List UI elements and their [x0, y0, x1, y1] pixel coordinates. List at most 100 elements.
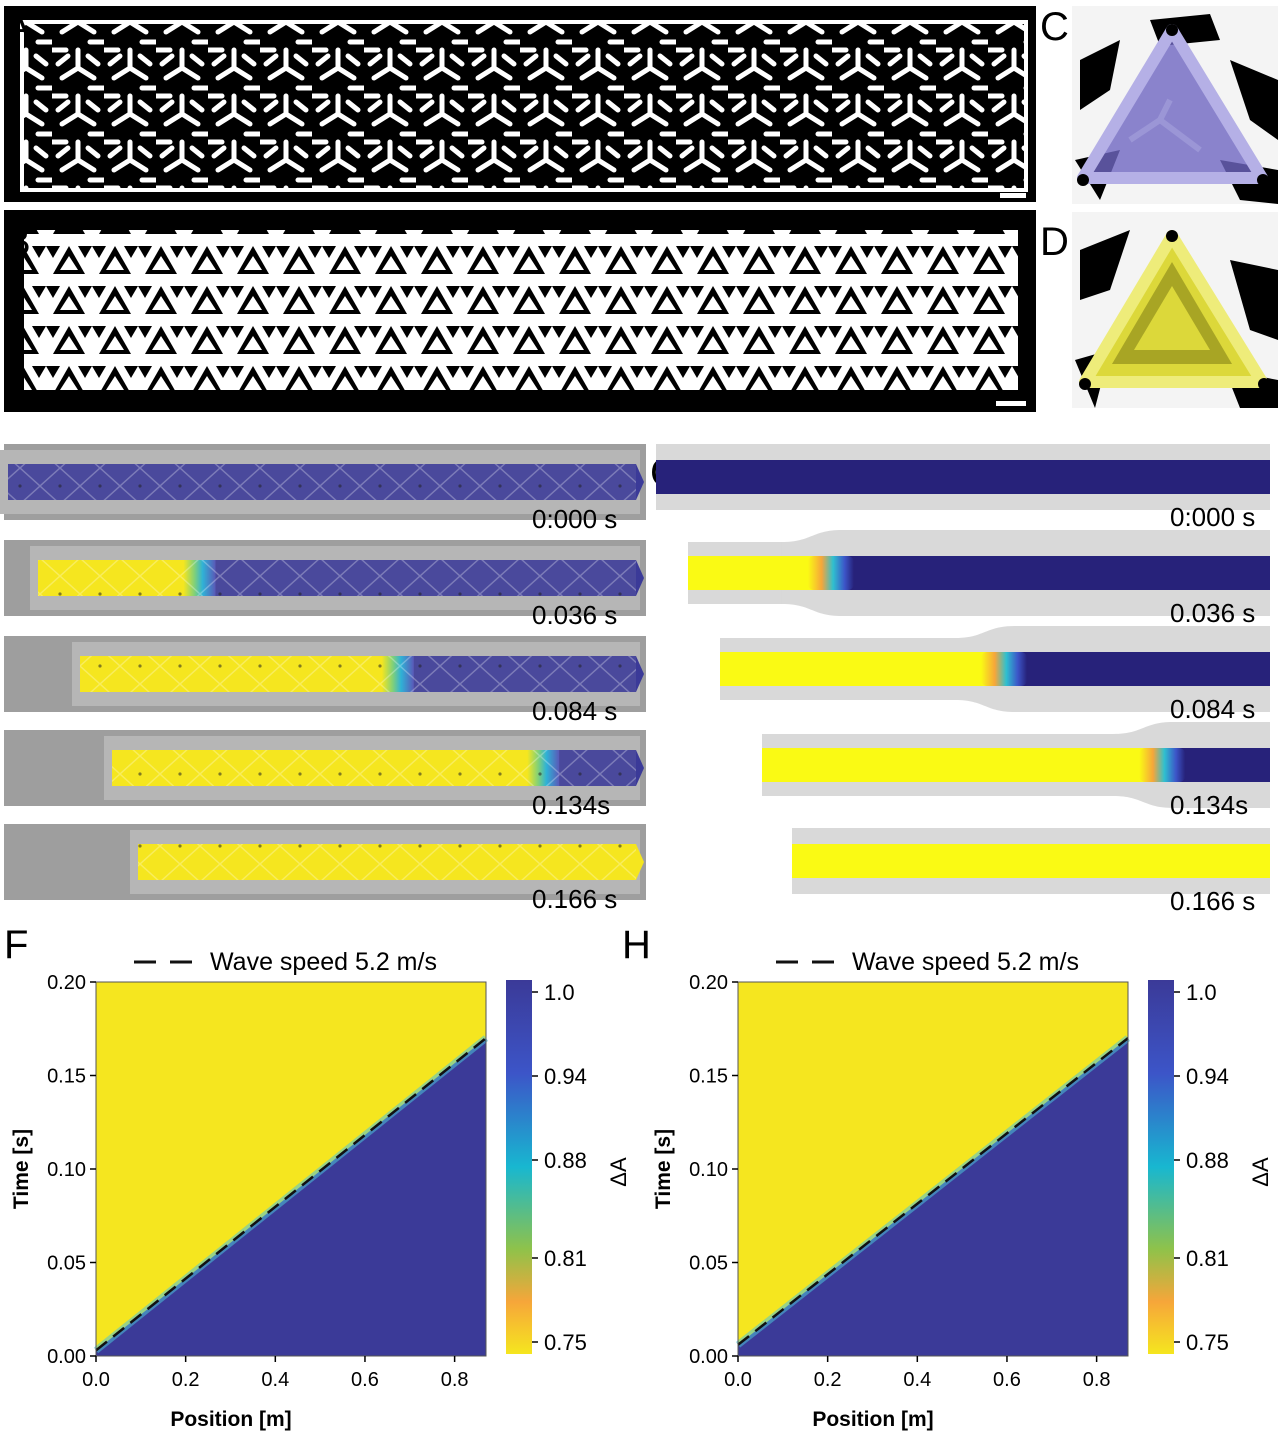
panel-a-label: A — [4, 5, 31, 49]
panel-e-time-label: 0.036 s — [532, 600, 617, 630]
y-axis-label: Time [s] — [10, 1129, 33, 1209]
colorbar-tick-label: 0.88 — [544, 1148, 587, 1173]
panel-e-lattice-overlay — [38, 560, 636, 596]
panel-g-time-label: 0.166 s — [1170, 886, 1255, 916]
panel-e-snapshot-2: 0.084 s — [4, 636, 646, 726]
panel-f-label: F — [4, 923, 28, 967]
panel-e-sample-tip — [636, 560, 644, 596]
panel-g-time-label: 0:000 s — [1170, 502, 1255, 532]
panel-g-switched-region — [792, 844, 1270, 878]
colorbar-tick-label: 0.81 — [544, 1246, 587, 1271]
panel-g-unswitched-region — [656, 460, 1270, 494]
x-tick-label: 0.0 — [724, 1369, 752, 1391]
wave-speed-line — [737, 1037, 1129, 1346]
panel-e-sample-tip — [636, 464, 644, 500]
panel-g-switched-region — [688, 556, 822, 590]
x-axis-label: Position [m] — [170, 1408, 291, 1431]
x-tick-label: 0.6 — [993, 1369, 1021, 1391]
panel-c-vertex-left — [1077, 174, 1089, 186]
panel-g-time-label: 0.134s — [1170, 790, 1248, 820]
panel-g-wave-front — [1139, 748, 1186, 782]
colorbar-tick-label: 1.0 — [544, 980, 575, 1005]
colorbar-tick-label: 0.75 — [1186, 1330, 1229, 1355]
panel-e-time-label: 0.134s — [532, 790, 610, 820]
y-tick-label: 0.00 — [689, 1346, 728, 1368]
y-tick-label: 0.20 — [689, 972, 728, 994]
x-tick-label: 0.0 — [82, 1369, 110, 1391]
panel-g-switched-region — [762, 748, 1154, 782]
x-tick-label: 0.4 — [903, 1369, 931, 1391]
y-tick-label: 0.00 — [47, 1346, 86, 1368]
colorbar-tick-label: 0.88 — [1186, 1148, 1229, 1173]
panel-e-time-label: 0.084 s — [532, 696, 617, 726]
y-tick-label: 0.05 — [47, 1253, 86, 1275]
panel-g-wave-front — [807, 556, 854, 590]
panel-c-vertex-top — [1166, 24, 1178, 36]
y-tick-label: 0.10 — [689, 1159, 728, 1181]
colorbar-tick-label: 0.94 — [1186, 1064, 1229, 1089]
y-axis-label: Time [s] — [652, 1129, 675, 1209]
panel-c-inner-lines — [1128, 98, 1202, 153]
panel-g-snapshot-4: 0.166 s — [792, 828, 1270, 916]
y-tick-label: 0.15 — [689, 1066, 728, 1088]
panel-f: F 0.0 0.2 0.4 0.6 0.8 0.00 0.05 0.10 0.15 0.20 Pos… — [4, 923, 631, 1431]
x-tick-label: 0.2 — [172, 1369, 200, 1391]
panel-d-texture — [1075, 230, 1278, 408]
y-tick-label: 0.10 — [47, 1159, 86, 1181]
panel-e-snapshot-0: 0:000 s — [0, 444, 646, 534]
legend-label: Wave speed 5.2 m/s — [210, 948, 437, 976]
panel-e-snapshot-3: 0.134s — [4, 730, 646, 820]
panel-b-label: B — [4, 220, 31, 264]
panel-c-vertex-right — [1257, 174, 1269, 186]
panel-e-lattice-overlay — [138, 844, 636, 880]
panel-h: H 0.0 0.2 0.4 0.6 0.8 0.00 0.05 0.10 0.15 0.20 Pos… — [622, 923, 1273, 1431]
panel-g-snapshot-0: 0:000 s — [656, 444, 1270, 532]
x-tick-label: 0.4 — [261, 1369, 289, 1391]
panel-d-vertex-left — [1079, 378, 1091, 390]
colorbar — [1148, 980, 1174, 1354]
panel-e-lattice-overlay — [8, 464, 636, 500]
panel-c-label: C — [1040, 5, 1069, 49]
panel-a-border — [20, 20, 1028, 192]
panel-c-triangle — [1077, 24, 1268, 184]
panel-d-label: D — [1040, 220, 1069, 264]
y-tick-label: 0.20 — [47, 972, 86, 994]
panel-e-sample-tip — [636, 844, 644, 880]
colorbar-label: ΔA — [1248, 1157, 1273, 1187]
panel-g-switched-region — [720, 652, 995, 686]
panel-h-label: H — [622, 923, 651, 967]
panel-c: C — [1040, 5, 1278, 204]
colorbar-tick-label: 0.94 — [544, 1064, 587, 1089]
colorbar-label: ΔA — [606, 1157, 631, 1187]
legend-label: Wave speed 5.2 m/s — [852, 948, 1079, 976]
colorbar-tick-label: 1.0 — [1186, 980, 1217, 1005]
x-tick-label: 0.8 — [441, 1369, 469, 1391]
panel-b-lattice — [24, 230, 1018, 390]
panel-e-lattice-overlay — [112, 750, 636, 786]
panel-d-vertex-top — [1166, 230, 1178, 242]
colorbar-tick-label: 0.81 — [1186, 1246, 1229, 1271]
panel-a-lattice — [22, 22, 1026, 190]
panel-a-scale-bar — [1000, 193, 1026, 198]
panel-g-time-label: 0.084 s — [1170, 694, 1255, 724]
x-tick-label: 0.8 — [1083, 1369, 1111, 1391]
panel-b: B — [4, 210, 1036, 412]
panel-d: D — [1040, 212, 1278, 408]
panel-a: A — [4, 5, 1036, 202]
panel-e-snapshot-1: 0.036 s — [4, 540, 646, 630]
x-tick-label: 0.6 — [351, 1369, 379, 1391]
x-axis-label: Position [m] — [812, 1408, 933, 1431]
panel-g-wave-front — [981, 652, 1027, 686]
y-tick-label: 0.05 — [689, 1253, 728, 1275]
x-tick-label: 0.2 — [814, 1369, 842, 1391]
panel-e-sample-tip — [636, 750, 644, 786]
panel-e-lattice-overlay — [80, 656, 636, 692]
panel-e-time-label: 0.166 s — [532, 884, 617, 914]
colorbar — [506, 980, 532, 1354]
panel-d-inner-hole — [1134, 286, 1210, 350]
panel-g-snapshot-3: 0.134s — [762, 722, 1270, 820]
panel-c-texture — [1075, 14, 1278, 204]
